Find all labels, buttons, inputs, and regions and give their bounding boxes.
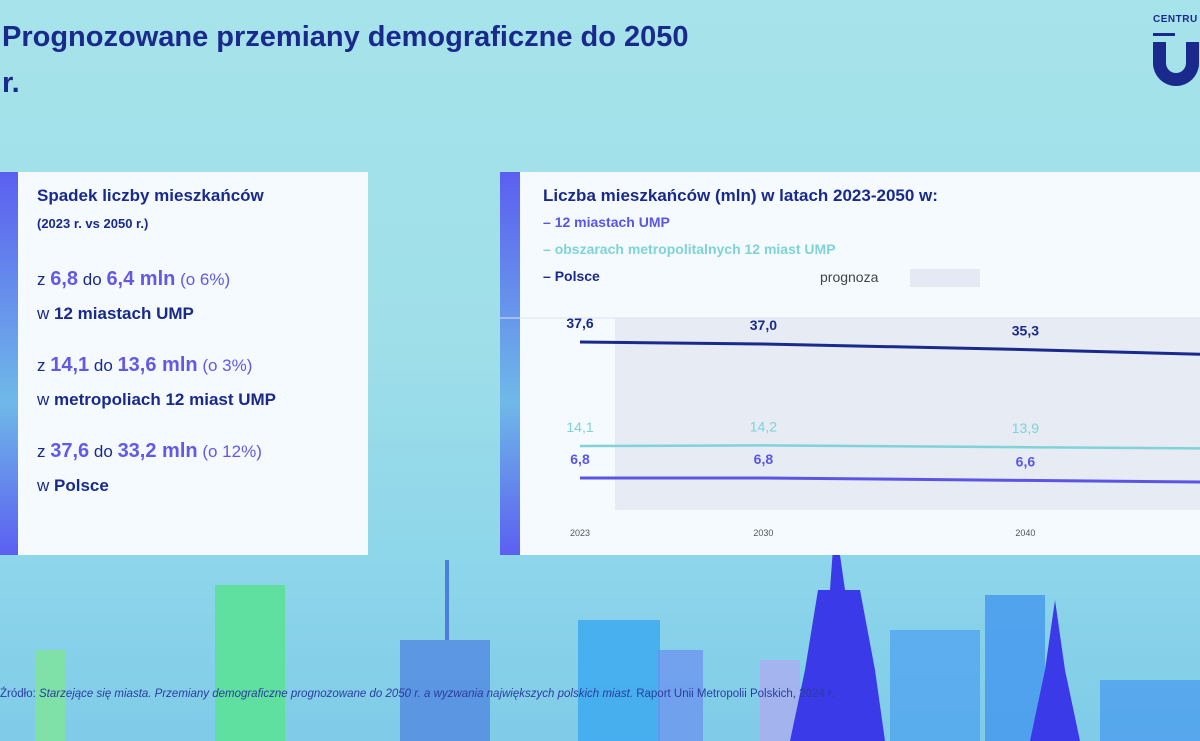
legend-label: obszarach metropolitalnych 12 miast UMP [554,241,836,257]
x-tick-label: 2023 [570,528,590,538]
stat-to-word: do [93,356,113,375]
stat-item: z 14,1 do 13,6 mln (o 3%) w metropoliach … [37,348,276,417]
chart-title: Liczba mieszkańców (mln) w latach 2023-2… [543,186,938,205]
legend-item: – Polsce [543,268,600,284]
logo: CENTRU [1153,14,1200,104]
source-label: Źródło: [0,688,36,700]
stat-to-value: 6,4 mln [106,268,176,290]
stat-percent: (o 6%) [180,270,231,289]
source-note: Źródło: Starzejące się miasta. Przemiany… [0,686,834,702]
source-title: Starzejące się miasta. Przemiany demogra… [35,688,634,700]
stat-to-value: 33,2 mln [117,440,198,462]
x-tick-label: 2040 [1015,528,1035,538]
stat-percent: (o 12%) [202,442,262,461]
data-label: 14,2 [750,418,777,434]
data-label: 37,0 [750,317,777,333]
data-label: 37,6 [566,315,593,331]
logo-u-icon [1153,42,1199,86]
series-line [580,476,1200,484]
series-line [579,340,1200,356]
stat-where-prefix: w [37,476,50,495]
stat-where: Polsce [54,476,109,495]
stat-where: metropoliach 12 miast UMP [54,390,277,409]
card-subheading: (2023 r. vs 2050 r.) [37,216,149,231]
stat-from-word: z [37,270,46,289]
legend-label: 12 miastach UMP [554,214,670,230]
data-label: 6,8 [570,451,590,467]
legend-item: – 12 miastach UMP [543,214,670,230]
stat-to-value: 13,6 mln [117,354,198,376]
stat-item: z 37,6 do 33,2 mln (o 12%) w Polsce [37,434,262,503]
series-line [579,444,1200,450]
data-label: 6,6 [1016,453,1036,469]
population-line-chart: 6,8 6,8 6,6 14,1 14,2 13,9 37,6 37,0 35,3 2023 203… [500,315,1200,538]
data-label: 35,3 [1012,323,1039,339]
card-accent-stripe [500,172,520,555]
data-label: 6,8 [754,451,774,467]
stat-to-word: do [82,270,102,289]
data-label: 14,1 [566,419,593,435]
legend-item: – obszarach metropolitalnych 12 miast UM… [543,241,836,257]
logo-text: CENTRU [1153,14,1198,25]
stat-from-value: 37,6 [50,440,90,462]
x-tick-label: 2030 [753,528,773,538]
logo-bar [1153,33,1175,36]
card-heading: Spadek liczby mieszkańców [37,186,264,205]
population-decline-card: Spadek liczby mieszkańców (2023 r. vs 20… [0,172,368,555]
stat-to-word: do [93,442,113,461]
data-label: 13,9 [1012,420,1039,436]
forecast-legend-swatch [910,269,980,287]
stat-from-value: 6,8 [50,268,79,290]
stat-where: 12 miastach UMP [54,304,194,323]
skyline-decoration [35,520,1200,741]
stat-where-prefix: w [37,304,50,323]
card-accent-stripe [0,172,18,555]
population-chart-card: Liczba mieszkańców (mln) w latach 2023-2… [500,172,1200,555]
stat-from-value: 14,1 [50,354,90,376]
source-publisher: Raport Unii Metropolii Polskich, 2024 r. [633,688,835,700]
stat-percent: (o 3%) [202,356,253,375]
legend-label: Polsce [554,268,600,284]
stat-item: z 6,8 do 6,4 mln (o 6%) w 12 miastach UMP [37,262,230,331]
stat-from-word: z [37,442,46,461]
stat-where-prefix: w [37,390,50,409]
stat-from-word: z [37,356,46,375]
forecast-legend-label: prognoza [820,269,879,285]
page-title: Prognozowane przemiany demograficzne do … [2,21,689,99]
